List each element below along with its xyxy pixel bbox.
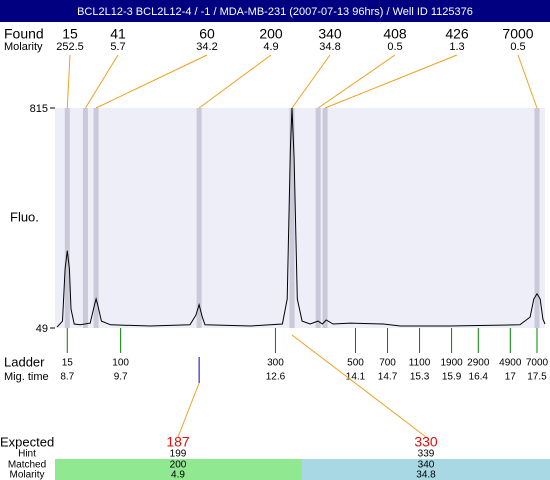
expected-connector bbox=[177, 382, 200, 438]
found-molarity: 34.2 bbox=[196, 41, 217, 53]
found-molarity: 0.5 bbox=[387, 41, 402, 53]
ladder-size: 1900 bbox=[440, 358, 463, 369]
found-connector bbox=[198, 54, 272, 109]
matched-value: 200 bbox=[170, 460, 187, 471]
trace bbox=[56, 107, 546, 328]
matched-label: Matched bbox=[8, 460, 46, 471]
ladder-size: 700 bbox=[379, 358, 396, 369]
found-label: Found bbox=[4, 26, 44, 42]
plot-area bbox=[55, 108, 545, 328]
mig-time-label: Mig. time bbox=[4, 371, 49, 383]
found-size: 41 bbox=[110, 26, 126, 42]
found-molarity-label: Molarity bbox=[4, 41, 43, 53]
ladder-size: 100 bbox=[112, 358, 129, 369]
ladder-size: 4900 bbox=[499, 358, 522, 369]
matched-band bbox=[302, 459, 550, 480]
found-size: 7000 bbox=[502, 26, 533, 42]
found-connector bbox=[291, 54, 331, 109]
ladder-time: 14.7 bbox=[378, 372, 398, 383]
found-molarity: 34.8 bbox=[319, 41, 340, 53]
found-band bbox=[315, 108, 321, 328]
molarity-label: Molarity bbox=[9, 470, 44, 480]
y-tick-label: 815 bbox=[30, 103, 48, 115]
header-title: BCL2L12-3 BCL2L12-4 / -1 / MDA-MB-231 (2… bbox=[77, 6, 473, 18]
expected-connector bbox=[291, 334, 427, 438]
found-size: 200 bbox=[259, 26, 283, 42]
ladder-time: 9.7 bbox=[114, 372, 128, 383]
found-connector bbox=[317, 54, 396, 109]
ladder-time: 14.1 bbox=[346, 372, 366, 383]
ladder-size: 500 bbox=[347, 358, 364, 369]
hint-value: 199 bbox=[170, 449, 187, 460]
found-molarity: 4.9 bbox=[263, 41, 278, 53]
expected-value: 330 bbox=[414, 434, 438, 450]
ladder-size: 15 bbox=[62, 358, 74, 369]
header-bar bbox=[0, 0, 550, 22]
found-molarity: 0.5 bbox=[510, 41, 525, 53]
found-connector bbox=[324, 54, 458, 109]
found-size: 426 bbox=[445, 26, 469, 42]
expected-value: 187 bbox=[166, 434, 190, 450]
y-label: Fluo. bbox=[10, 209, 39, 224]
ladder-size: 7000 bbox=[526, 358, 549, 369]
found-connector bbox=[95, 54, 208, 109]
matched-band bbox=[55, 459, 302, 480]
ladder-label: Ladder bbox=[4, 354, 45, 369]
found-band bbox=[289, 108, 295, 328]
matched-value: 340 bbox=[418, 460, 435, 471]
expected-label: Expected bbox=[0, 434, 54, 449]
found-connector bbox=[84, 54, 119, 109]
molarity-value: 34.8 bbox=[416, 470, 436, 480]
found-band bbox=[93, 108, 99, 328]
found-band bbox=[196, 108, 202, 328]
found-connector bbox=[517, 54, 538, 109]
found-size: 340 bbox=[318, 26, 342, 42]
found-size: 60 bbox=[199, 26, 215, 42]
ladder-time: 15.9 bbox=[442, 372, 462, 383]
ladder-time: 17.5 bbox=[527, 372, 547, 383]
ladder-size: 1100 bbox=[409, 358, 431, 369]
molarity-value: 4.9 bbox=[171, 470, 185, 480]
ladder-time: 16.4 bbox=[469, 372, 489, 383]
found-size: 15 bbox=[62, 26, 78, 42]
hint-label: Hint bbox=[18, 449, 36, 460]
found-band bbox=[322, 108, 328, 328]
found-size: 408 bbox=[383, 26, 407, 42]
ladder-size: 2900 bbox=[467, 358, 490, 369]
found-band bbox=[82, 108, 88, 328]
ladder-time: 17 bbox=[505, 372, 517, 383]
ladder-size: 300 bbox=[267, 358, 284, 369]
ladder-time: 15.3 bbox=[410, 372, 430, 383]
found-band bbox=[534, 108, 540, 328]
found-molarity: 1.3 bbox=[449, 41, 464, 53]
found-band bbox=[64, 108, 70, 328]
hint-value: 339 bbox=[418, 449, 435, 460]
y-tick-label: 49 bbox=[36, 323, 48, 335]
ladder-time: 8.7 bbox=[60, 372, 74, 383]
ladder-time: 12.6 bbox=[266, 372, 286, 383]
found-connector bbox=[66, 54, 71, 109]
found-molarity: 5.7 bbox=[110, 41, 125, 53]
found-molarity: 252.5 bbox=[56, 41, 84, 53]
